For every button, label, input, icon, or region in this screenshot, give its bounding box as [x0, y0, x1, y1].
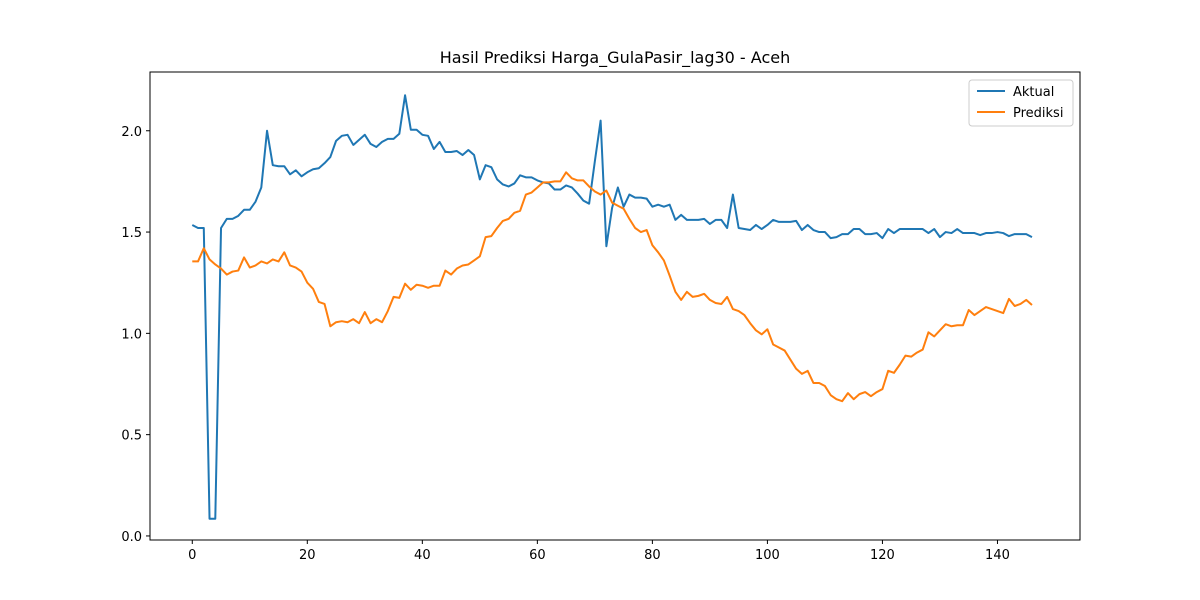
- y-tick-label: 2.0: [121, 125, 142, 140]
- x-tick-label: 120: [870, 548, 895, 563]
- x-tick-label: 100: [755, 548, 780, 563]
- legend-label-prediksi: Prediksi: [1013, 106, 1063, 121]
- y-tick-label: 1.0: [121, 327, 142, 342]
- series-line-aktual: [191, 94, 1033, 520]
- chart-title: Hasil Prediksi Harga_GulaPasir_lag30 - A…: [440, 48, 790, 68]
- x-tick-label: 140: [985, 548, 1010, 563]
- series-line-prediksi: [192, 171, 1033, 403]
- x-tick-label: 40: [414, 548, 431, 563]
- y-axis: 0.0 0.5 1.0 1.5 2.0: [121, 125, 150, 545]
- x-axis: 0 20 40 60 80 100 120 140: [188, 540, 1010, 563]
- x-tick-label: 20: [299, 548, 316, 563]
- x-tick-label: 0: [188, 548, 196, 563]
- series-lines: [191, 94, 1033, 520]
- y-tick-label: 0.0: [121, 530, 142, 545]
- plot-frame: [149, 71, 1081, 541]
- y-tick-label: 0.5: [121, 429, 142, 444]
- legend: Aktual Prediksi: [968, 79, 1074, 127]
- legend-label-aktual: Aktual: [1013, 85, 1054, 100]
- x-tick-label: 60: [529, 548, 546, 563]
- y-tick-label: 1.5: [121, 226, 142, 241]
- x-tick-label: 80: [644, 548, 661, 563]
